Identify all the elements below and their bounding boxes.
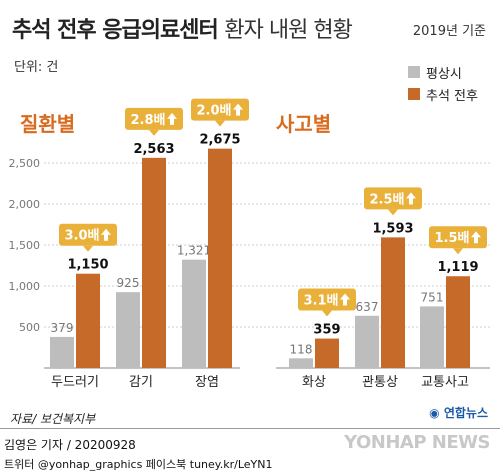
ratio-badge [429, 226, 487, 249]
data-label-normal: 925 [117, 276, 140, 290]
title-sub-text: 환자 내원 현황 [224, 18, 352, 43]
ratio-badge-pointer [453, 248, 463, 255]
bar-normal [116, 292, 140, 368]
up-arrow-icon [233, 103, 243, 116]
up-arrow-icon [167, 112, 177, 125]
category-label: 화상 [302, 375, 326, 390]
y-tick-label: 1,500 [9, 239, 41, 252]
data-label-normal: 1,321 [177, 244, 211, 258]
data-label-normal: 379 [51, 321, 74, 335]
ratio-label: 2.5배 [370, 191, 405, 207]
y-tick-label: 500 [19, 321, 40, 334]
page-title: 추석 전후 응급의료센터 환자 내원 현황 [12, 12, 353, 44]
unit-note: 단위: 건 [14, 60, 59, 75]
data-label-chuseok: 1,150 [67, 258, 108, 273]
data-label-chuseok: 1,593 [372, 221, 413, 236]
y-tick-label: 2,000 [9, 198, 41, 211]
title-main-text: 추석 전후 응급의료센터 [12, 18, 219, 43]
ratio-badge [298, 288, 356, 311]
up-arrow-icon [406, 192, 416, 205]
ratio-badge-pointer [388, 209, 398, 216]
bar-normal [50, 336, 74, 368]
legend-label-normal: 평상시 [426, 67, 462, 82]
data-label-normal: 118 [290, 342, 313, 356]
data-label-chuseok: 359 [313, 323, 340, 338]
byline: 김영은 기자 / 20200928 [4, 438, 136, 452]
data-label-normal: 751 [421, 290, 444, 304]
ratio-label: 2.8배 [131, 112, 166, 128]
year-note: 2019년 기준 [412, 24, 486, 39]
category-label: 감기 [129, 375, 153, 390]
section-title-disease: 질환별 [20, 112, 76, 136]
ratio-badge-pointer [215, 120, 225, 127]
ratio-badge [59, 223, 117, 246]
data-label-normal: 637 [356, 300, 379, 314]
ratio-badge [191, 98, 249, 121]
bar-chuseok [315, 338, 339, 368]
ratio-label: 3.1배 [304, 293, 339, 309]
yonhap-logo: ◉ 연합뉴스 [429, 404, 488, 421]
bar-normal [420, 306, 444, 368]
ratio-label: 3.0배 [65, 228, 100, 244]
legend-label-chuseok: 추석 전후 [426, 89, 478, 104]
up-arrow-icon [340, 293, 350, 306]
social-links: 트위터 @yonhap_graphics 페이스북 tuney.kr/LeYN1 [4, 458, 273, 471]
ratio-badge [364, 187, 422, 210]
y-tick-label: 1,000 [9, 280, 41, 293]
bar-chuseok [142, 157, 166, 368]
category-label: 장염 [195, 375, 219, 390]
ratio-label: 1.5배 [435, 230, 470, 246]
section-title-accident: 사고별 [276, 112, 332, 136]
yonhap-logo-icon: ◉ [429, 406, 440, 420]
bar-chuseok [208, 148, 232, 368]
category-label: 관통상 [362, 375, 398, 390]
y-tick-label: 2,500 [9, 157, 41, 170]
bar-normal [182, 259, 206, 368]
up-arrow-icon [101, 228, 111, 241]
ratio-label: 2.0배 [197, 103, 232, 119]
source-note: 자료/ 보건복지부 [10, 412, 96, 426]
bar-normal [289, 358, 313, 368]
footer-divider [0, 428, 500, 429]
data-label-chuseok: 2,563 [133, 142, 174, 157]
category-label: 교통사고 [421, 375, 469, 390]
yonhap-logo-text: 연합뉴스 [443, 406, 488, 420]
up-arrow-icon [471, 231, 481, 244]
bar-chuseok [76, 273, 100, 368]
legend-swatch-chuseok [408, 88, 420, 100]
ratio-badge-pointer [83, 245, 93, 252]
data-label-chuseok: 1,119 [437, 260, 478, 275]
data-label-chuseok: 2,675 [199, 133, 240, 148]
yonhap-watermark: YONHAP NEWS [344, 432, 490, 453]
legend-swatch-normal [408, 66, 420, 78]
category-label: 두드러기 [51, 375, 99, 390]
ratio-badge [125, 107, 183, 130]
bar-chuseok [381, 237, 405, 368]
bar-chuseok [446, 276, 470, 368]
bar-normal [355, 315, 379, 368]
ratio-badge-pointer [149, 129, 159, 136]
ratio-badge-pointer [322, 310, 332, 317]
